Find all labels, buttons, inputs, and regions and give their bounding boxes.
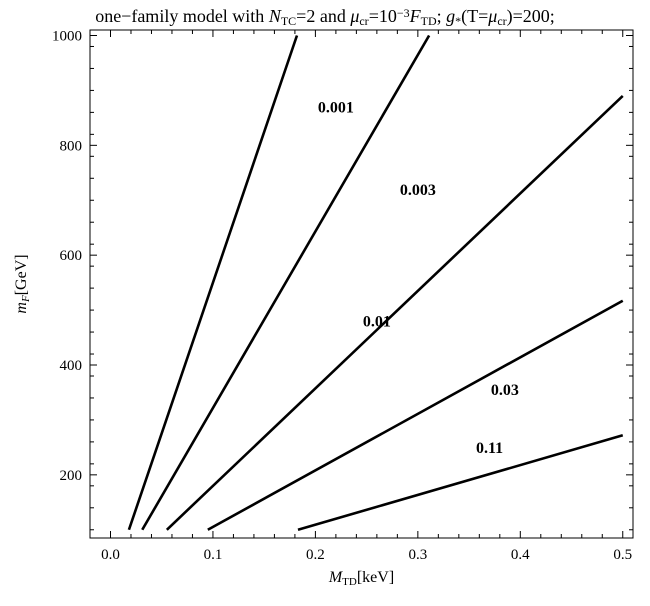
text-part: TC <box>281 14 296 28</box>
y-tick-label: 600 <box>60 248 83 264</box>
chart-title: one−family model with NTC=2 and μcr=10−3… <box>95 6 555 28</box>
y-tick-label: 1000 <box>52 28 82 44</box>
plot-frame <box>89 29 634 539</box>
x-tick-label: 0.5 <box>613 547 632 563</box>
text-part: m <box>13 302 30 314</box>
curve-label-0.03: 0.03 <box>491 382 519 399</box>
curve-label-0.001: 0.001 <box>318 99 354 116</box>
y-tick-label: 400 <box>60 358 83 374</box>
x-tick-label: 0.4 <box>511 547 530 563</box>
x-tick-label: 0.0 <box>101 547 120 563</box>
text-part: [GeV] <box>13 254 30 295</box>
curves <box>127 34 624 532</box>
x-axis-ticks: 0.0 0.1 0.2 0.3 0.4 0.5 <box>101 30 632 563</box>
curve-0.03 <box>207 299 624 531</box>
curve-0.01 <box>165 94 624 531</box>
x-tick-label: 0.3 <box>408 547 427 563</box>
text-part: cr <box>359 14 368 28</box>
curve-labels: 0.001 0.003 0.01 0.03 0.11 <box>318 99 519 456</box>
text-part: F <box>409 6 422 26</box>
text-part: one−family model with <box>95 6 269 26</box>
text-part: M <box>328 569 344 586</box>
curve-label-0.003: 0.003 <box>400 182 436 199</box>
text-part: F <box>20 295 32 303</box>
y-tick-label: 200 <box>60 468 83 484</box>
text-part: )=200; <box>507 6 555 27</box>
text-part: [keV] <box>357 569 394 586</box>
text-part: cr <box>497 14 506 28</box>
text-part: g <box>446 6 455 26</box>
text-part: TD <box>421 14 437 28</box>
text-part: * <box>455 14 461 28</box>
curve-0.001 <box>127 35 299 531</box>
x-tick-label: 0.1 <box>204 547 223 563</box>
curve-0.11 <box>297 434 624 532</box>
text-part: =10 <box>369 6 397 26</box>
text-part: (T= <box>461 6 488 27</box>
text-part: μ <box>487 6 497 26</box>
y-tick-label: 800 <box>60 138 83 154</box>
text-part: =2 and <box>296 6 350 26</box>
x-tick-label: 0.2 <box>306 547 325 563</box>
curve-0.003 <box>141 34 431 531</box>
text-part: TD <box>342 576 357 588</box>
y-axis-ticks: 200 400 600 800 1000 <box>52 28 633 531</box>
curve-label-0.11: 0.11 <box>476 440 503 457</box>
text-part: −3 <box>397 6 410 20</box>
curve-label-0.01: 0.01 <box>363 314 391 331</box>
y-axis-label: mF[GeV] <box>13 254 32 313</box>
text-part: ; <box>437 6 447 26</box>
text-part: μ <box>349 6 359 26</box>
text-part: N <box>268 6 282 26</box>
x-axis-label: MTD[keV] <box>328 569 394 588</box>
